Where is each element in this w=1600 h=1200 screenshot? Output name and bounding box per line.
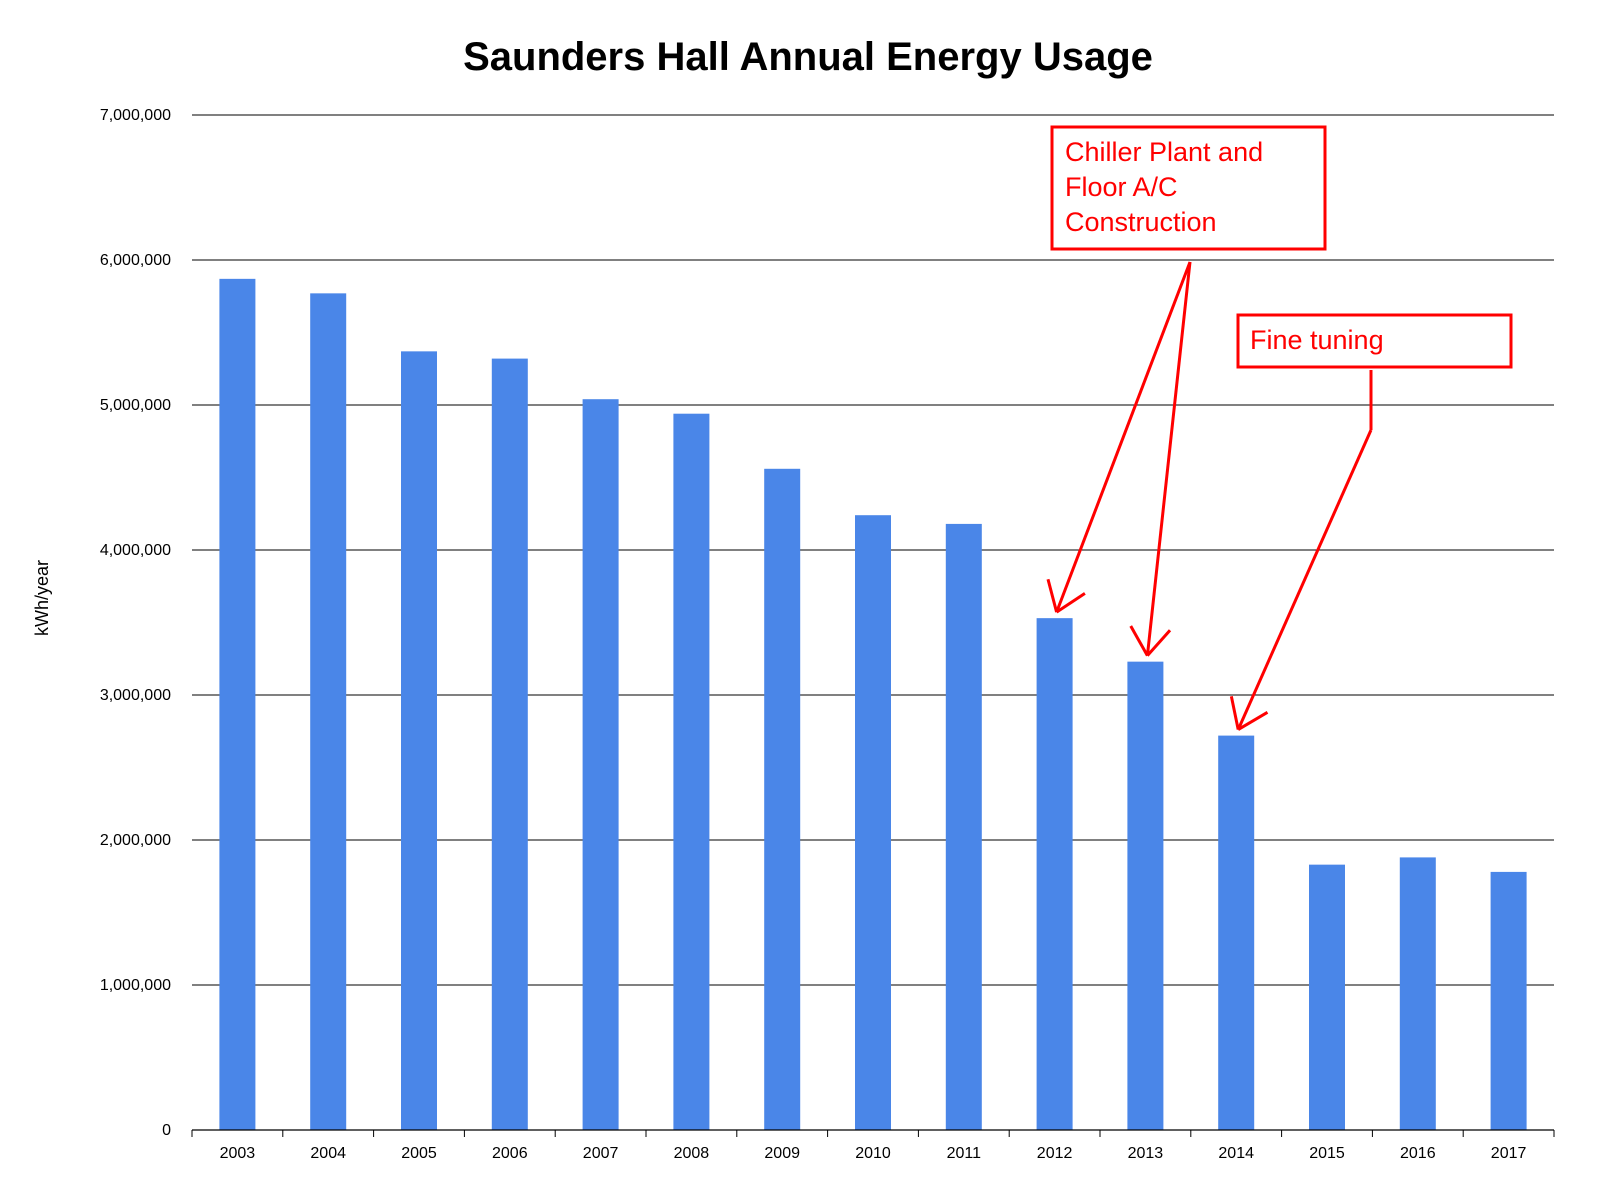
bar	[1036, 618, 1073, 1130]
x-tick-label: 2011	[947, 1145, 982, 1162]
y-tick-label: 1,000,000	[100, 977, 171, 994]
x-tick-label: 2014	[1218, 1145, 1254, 1162]
annotation-text: Chiller Plant and	[1065, 137, 1263, 167]
y-tick-labels: 0 1,000,000 2,000,000 3,000,000 4,000,000 5,0…	[100, 107, 171, 1139]
bar	[219, 278, 256, 1131]
y-tick-label: 4,000,000	[100, 542, 171, 559]
annotations: Chiller Plant and Floor A/C Construction Fi…	[1046, 125, 1513, 731]
bar	[855, 515, 891, 1130]
x-tick-label: 2008	[674, 1145, 710, 1162]
y-tick-label: 2,000,000	[100, 832, 171, 849]
x-tick-label: 2005	[401, 1145, 437, 1162]
bars	[219, 278, 1527, 1131]
x-tick-label: 2013	[1128, 1145, 1164, 1162]
bar	[1218, 735, 1255, 1130]
x-tick-labels: 2003 2004 2005 2006 2007 2008 2009 2010 2011 2012…	[220, 1145, 1527, 1162]
x-tick-label: 2004	[310, 1145, 346, 1162]
x-tick-label: 2003	[220, 1145, 256, 1162]
annotation-box	[1050, 125, 1327, 251]
x-tick-label: 2010	[855, 1145, 891, 1162]
annotation-box	[1236, 313, 1513, 369]
bar	[1309, 864, 1345, 1130]
y-tick-label: 7,000,000	[100, 107, 171, 124]
y-tick-label: 5,000,000	[100, 397, 171, 414]
bar	[1127, 661, 1164, 1130]
annotation-arrowhead	[1237, 711, 1269, 731]
x-tick-label: 2009	[764, 1145, 800, 1162]
bar	[1490, 871, 1527, 1130]
y-tick-label: 3,000,000	[100, 687, 171, 704]
annotation-arrow	[1236, 429, 1373, 731]
x-tick-label: 2006	[492, 1145, 528, 1162]
annotation-text: Fine tuning	[1250, 325, 1384, 355]
x-axis	[191, 1129, 1555, 1137]
x-tick-label: 2015	[1309, 1145, 1345, 1162]
bar	[310, 293, 347, 1131]
annotation-arrow	[1145, 261, 1192, 656]
x-tick-label: 2017	[1491, 1145, 1527, 1162]
bar	[673, 413, 710, 1130]
x-tick-label: 2016	[1400, 1145, 1436, 1162]
x-tick-label: 2007	[583, 1145, 619, 1162]
bar	[945, 523, 982, 1130]
annotation-arrowhead	[1146, 629, 1172, 657]
fine-tuning-annotation: Fine tuning	[1229, 313, 1513, 731]
bar	[491, 358, 528, 1131]
annotation-text: Construction	[1065, 207, 1217, 237]
annotation-arrowhead	[1046, 578, 1059, 613]
chart-title: Saunders Hall Annual Energy Usage	[463, 35, 1153, 79]
y-axis-label: kWh/year	[32, 560, 52, 636]
bar	[401, 351, 437, 1131]
y-tick-label: 0	[162, 1122, 171, 1139]
annotation-arrowhead	[1055, 592, 1086, 614]
annotation-arrow	[1055, 261, 1192, 613]
bar	[1399, 857, 1436, 1130]
x-tick-label: 2012	[1037, 1145, 1073, 1162]
annotation-arrowhead	[1129, 625, 1149, 657]
y-tick-label: 6,000,000	[100, 252, 171, 269]
annotation-arrowhead	[1229, 695, 1240, 730]
chiller-annotation: Chiller Plant and Floor A/C Construction	[1046, 125, 1327, 657]
bar	[582, 399, 619, 1130]
bar	[764, 468, 801, 1130]
annotation-text: Floor A/C	[1065, 172, 1178, 202]
